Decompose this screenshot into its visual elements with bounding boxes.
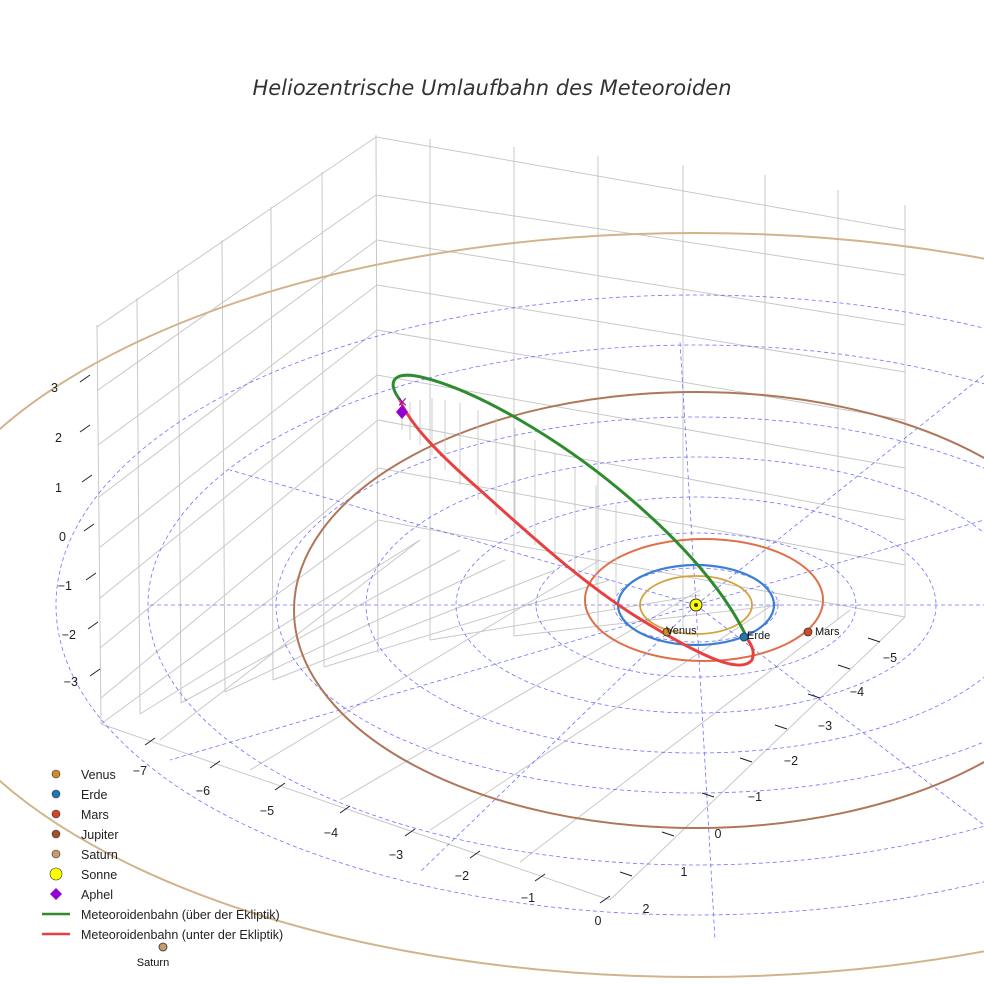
z-axis: 3 2 1 0 −1 −2 −3 (51, 374, 101, 689)
mars-marker (803, 627, 813, 637)
venus-label: Venus (666, 625, 697, 637)
legend-item-meteoroid-above[interactable]: Meteoroidenbahn (über der Ekliptik) (42, 908, 280, 922)
legend-diamond-icon (50, 888, 62, 900)
legend-label: Jupiter (81, 828, 119, 842)
y-tick: 2 (643, 902, 650, 916)
meteoroid-orbit-below (398, 399, 755, 667)
legend-label: Sonne (81, 868, 117, 882)
drop-lines (401, 398, 617, 595)
legend-circle-icon (51, 769, 61, 779)
legend-label: Saturn (81, 848, 118, 862)
mars-label: Mars (815, 626, 840, 638)
legend-label: Aphel (81, 888, 113, 902)
z-tick: 1 (55, 481, 62, 495)
legend-label: Erde (81, 788, 107, 802)
earth-label: Erde (747, 630, 770, 642)
legend: Venus Erde Mars Jupiter Saturn Sonne Aph… (42, 768, 283, 942)
z-tick: −2 (62, 628, 76, 642)
axis-grid (96, 134, 906, 901)
legend-item-mars[interactable]: Mars (51, 808, 109, 822)
x-tick: −5 (260, 804, 274, 818)
chart-title: Heliozentrische Umlaufbahn des Meteoroid… (252, 76, 731, 100)
x-tick: 0 (595, 914, 602, 928)
z-tick: −1 (58, 579, 72, 593)
saturn-marker (158, 942, 168, 952)
earth-marker (739, 632, 749, 642)
aphel-marker (396, 405, 408, 419)
y-tick: 0 (715, 827, 722, 841)
legend-label: Mars (81, 808, 109, 822)
venus-marker (662, 627, 672, 637)
legend-label: Meteoroidenbahn (unter der Ekliptik) (81, 928, 283, 942)
z-tick: −3 (64, 675, 78, 689)
x-tick: −2 (455, 869, 469, 883)
x-tick: −3 (389, 848, 403, 862)
y-tick: −3 (818, 719, 832, 733)
saturn-label: Saturn (137, 957, 169, 969)
venus-orbit (639, 575, 753, 635)
meteoroid-orbit-above (391, 373, 750, 641)
legend-item-meteoroid-below[interactable]: Meteoroidenbahn (unter der Ekliptik) (42, 928, 283, 942)
x-tick: −4 (324, 826, 338, 840)
z-tick: 2 (55, 431, 62, 445)
sun-center-icon (694, 603, 698, 607)
saturn-orbit (0, 232, 984, 978)
z-tick: 0 (59, 530, 66, 544)
aphel-x-icon: × (397, 395, 408, 410)
x-tick: −6 (196, 784, 210, 798)
legend-label: Venus (81, 768, 116, 782)
z-tick: 3 (51, 381, 58, 395)
legend-circle-icon (51, 789, 61, 799)
y-tick: −2 (784, 754, 798, 768)
legend-item-erde[interactable]: Erde (51, 788, 107, 802)
legend-circle-icon (51, 849, 61, 859)
jupiter-orbit (293, 391, 984, 829)
legend-item-jupiter[interactable]: Jupiter (51, 828, 119, 842)
x-tick: −1 (521, 891, 535, 905)
y-tick: 1 (681, 865, 688, 879)
legend-sun-icon (49, 867, 63, 881)
legend-item-aphel[interactable]: Aphel (50, 888, 113, 902)
y-tick: −1 (748, 790, 762, 804)
legend-item-saturn[interactable]: Saturn (51, 848, 118, 862)
mars-orbit (584, 538, 824, 662)
y-tick: −5 (883, 651, 897, 665)
legend-circle-icon (51, 809, 61, 819)
ecliptic-rings (55, 294, 984, 941)
y-tick: −4 (850, 685, 864, 699)
legend-circle-icon (51, 829, 61, 839)
y-axis: −5 −4 −3 −2 −1 0 1 2 (619, 637, 897, 916)
planet-orbits (0, 232, 984, 978)
x-axis: −7 −6 −5 −4 −3 −2 −1 0 (133, 737, 611, 928)
legend-label: Meteoroidenbahn (über der Ekliptik) (81, 908, 280, 922)
legend-item-venus[interactable]: Venus (51, 768, 116, 782)
legend-item-sonne[interactable]: Sonne (49, 867, 117, 882)
x-tick: −7 (133, 764, 147, 778)
